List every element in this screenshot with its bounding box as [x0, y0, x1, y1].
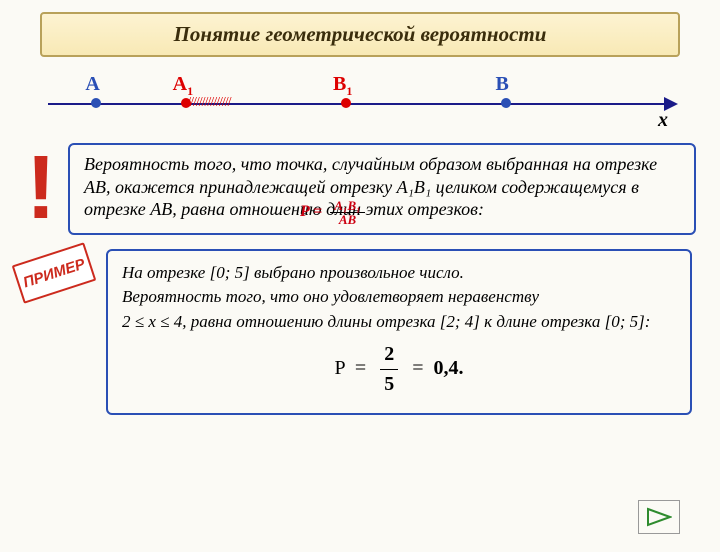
example-text-box: На отрезке [0; 5] выбрано произвольное ч… — [106, 249, 692, 416]
triangle-right-icon — [646, 507, 672, 527]
point-b — [501, 98, 511, 108]
segment-diagram: /////////////// A A1 B1 B x — [40, 73, 680, 133]
theorem-block: ! Вероятность того, что точка, случайным… — [24, 143, 696, 235]
example-line-3: 2 ≤ x ≤ 4, равна отношению длины отрезка… — [122, 310, 676, 335]
example-line-2: Вероятность того, что оно удовлетворяет … — [122, 285, 676, 310]
page-title: Понятие геометрической вероятности — [40, 12, 680, 57]
exclamation-icon: ! — [24, 143, 58, 235]
example-formula: P = 25 = 0,4. — [122, 340, 676, 399]
x-axis — [48, 103, 672, 105]
label-b1: B1 — [333, 73, 352, 99]
label-a: A — [85, 73, 99, 96]
point-b1 — [341, 98, 351, 108]
label-a1: A1 — [173, 73, 193, 99]
theorem-formula: P = A₁B₁ AB — [300, 199, 369, 226]
theorem-text-box: Вероятность того, что точка, случайным о… — [68, 143, 696, 235]
next-button[interactable] — [638, 500, 680, 534]
example-tag: ПРИМЕР — [16, 253, 92, 293]
point-a — [91, 98, 101, 108]
x-axis-label: x — [658, 109, 668, 132]
subsegment-hatching: /////////////// — [187, 95, 334, 111]
example-block: ПРИМЕР На отрезке [0; 5] выбрано произво… — [16, 249, 692, 416]
label-b: B — [495, 73, 508, 96]
example-line-1: На отрезке [0; 5] выбрано произвольное ч… — [122, 261, 676, 286]
theorem-text: Вероятность того, что точка, случайным о… — [84, 154, 657, 219]
point-a1 — [181, 98, 191, 108]
